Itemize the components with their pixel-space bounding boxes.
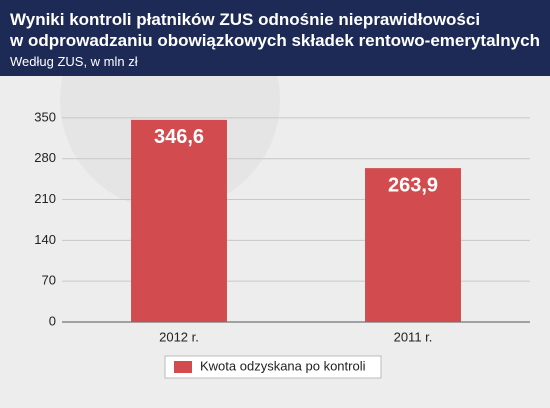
legend-box: [164, 355, 382, 379]
y-tick-label: 280: [34, 150, 56, 165]
chart-title: w odprowadzaniu obowiązkowych składek re…: [9, 31, 540, 50]
bar: [131, 119, 227, 322]
y-tick-label: 350: [34, 109, 56, 124]
y-tick-label: 210: [34, 191, 56, 206]
chart-title: Wyniki kontroli płatników ZUS odnośnie n…: [10, 10, 480, 29]
legend-swatch: [174, 361, 192, 373]
data-label: 346,6: [154, 126, 204, 148]
y-tick-label: 140: [34, 232, 56, 247]
chart-subtitle: Według ZUS, w mln zł: [10, 54, 138, 69]
y-tick-label: 0: [49, 313, 56, 328]
y-tick-label: 70: [42, 273, 56, 288]
x-tick-label: 2012 r.: [159, 329, 199, 344]
legend: Kwota odzyskana po kontroli: [164, 355, 382, 379]
header: [0, 0, 550, 76]
bar: [365, 168, 461, 322]
data-label: 263,9: [388, 174, 438, 196]
legend-label: Kwota odzyskana po kontroli: [200, 358, 366, 373]
x-tick-label: 2011 r.: [394, 329, 433, 344]
